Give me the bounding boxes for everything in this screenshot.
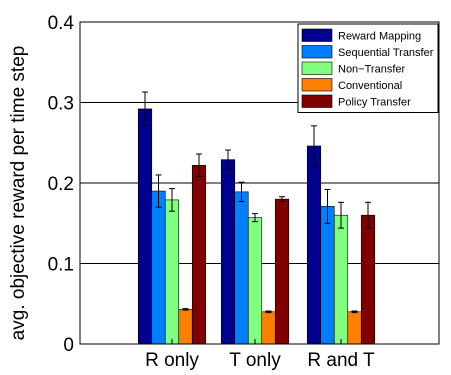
legend: Reward Mapping Sequential Transfer Non−Tra… (297, 23, 439, 113)
bar (360, 214, 376, 345)
bars (137, 108, 376, 345)
x-axis: R only T only R and T (145, 339, 375, 371)
x-tick-label: R only (145, 350, 199, 371)
y-tick-label: 0.1 (48, 255, 74, 276)
y-axis-label: avg. objective reward per time step (8, 46, 29, 341)
bar (333, 214, 349, 345)
bar (261, 311, 276, 345)
legend-label: Sequential Transfer (338, 47, 434, 59)
legend-label: Non−Transfer (338, 64, 405, 76)
x-tick-label: R and T (307, 350, 375, 371)
error-bars (142, 91, 371, 314)
legend-swatch (301, 94, 333, 108)
bar (220, 159, 236, 345)
y-axis: 0 0.1 0.2 0.3 0.4 (48, 13, 439, 356)
legend-swatch (301, 28, 333, 42)
y-tick-label: 0.3 (48, 94, 74, 115)
bar (164, 199, 180, 345)
bar (137, 108, 153, 345)
bar (247, 217, 263, 345)
y-tick-label: 0.2 (48, 174, 74, 195)
y-tick-label: 0.4 (48, 13, 75, 34)
bar (306, 145, 322, 345)
bar (191, 164, 207, 345)
y-tick-label: 0 (63, 335, 74, 356)
bar (274, 198, 290, 345)
legend-swatch (301, 45, 333, 59)
legend-label: Policy Transfer (338, 97, 411, 109)
x-tick-label: T only (229, 350, 281, 371)
bar (320, 206, 335, 345)
bar (151, 190, 166, 345)
legend-label: Conventional (338, 80, 402, 92)
bar (347, 311, 362, 345)
legend-label: Reward Mapping (338, 31, 421, 43)
bar (178, 309, 193, 345)
legend-swatch (301, 78, 333, 92)
bar (234, 191, 249, 345)
legend-swatch (301, 61, 333, 75)
